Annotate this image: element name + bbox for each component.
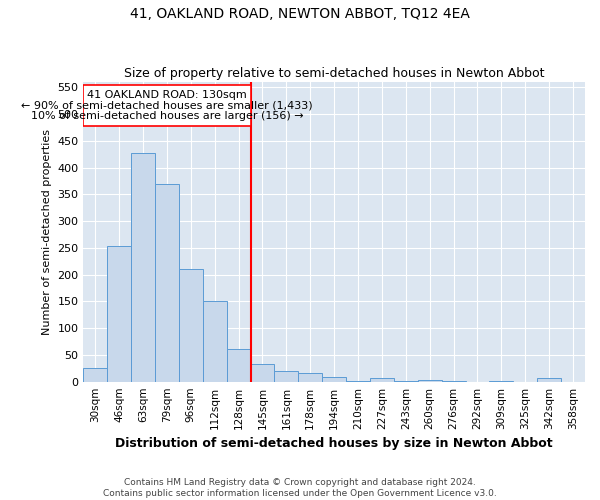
Bar	[418, 380, 442, 382]
Text: Contains HM Land Registry data © Crown copyright and database right 2024.
Contai: Contains HM Land Registry data © Crown c…	[103, 478, 497, 498]
Bar	[227, 348, 251, 382]
Bar	[537, 378, 561, 382]
Bar	[155, 184, 179, 382]
Bar	[83, 84, 251, 126]
Text: 41 OAKLAND ROAD: 130sqm: 41 OAKLAND ROAD: 130sqm	[87, 90, 247, 100]
Text: 41, OAKLAND ROAD, NEWTON ABBOT, TQ12 4EA: 41, OAKLAND ROAD, NEWTON ABBOT, TQ12 4EA	[130, 8, 470, 22]
Bar	[490, 381, 514, 382]
Bar	[274, 371, 298, 382]
Bar	[107, 246, 131, 382]
Bar	[251, 364, 274, 382]
Bar	[370, 378, 394, 382]
Bar	[346, 381, 370, 382]
Y-axis label: Number of semi-detached properties: Number of semi-detached properties	[42, 129, 52, 335]
Bar	[131, 152, 155, 382]
Bar	[394, 381, 418, 382]
X-axis label: Distribution of semi-detached houses by size in Newton Abbot: Distribution of semi-detached houses by …	[115, 437, 553, 450]
Bar	[322, 378, 346, 382]
Text: ← 90% of semi-detached houses are smaller (1,433): ← 90% of semi-detached houses are smalle…	[21, 100, 313, 110]
Text: 10% of semi-detached houses are larger (156) →: 10% of semi-detached houses are larger (…	[31, 110, 303, 120]
Title: Size of property relative to semi-detached houses in Newton Abbot: Size of property relative to semi-detach…	[124, 66, 544, 80]
Bar	[442, 381, 466, 382]
Bar	[298, 372, 322, 382]
Bar	[83, 368, 107, 382]
Bar	[203, 301, 227, 382]
Bar	[179, 270, 203, 382]
